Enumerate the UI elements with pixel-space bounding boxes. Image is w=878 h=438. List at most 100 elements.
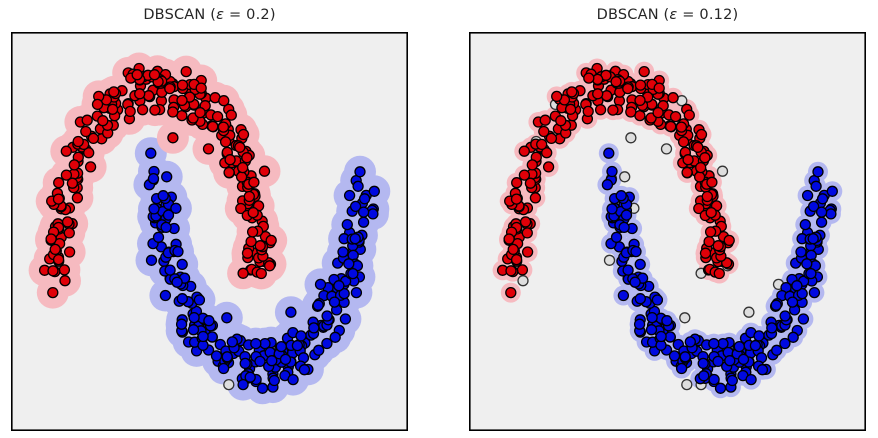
blue-cluster-point (171, 276, 183, 288)
red-cluster-point (551, 90, 563, 103)
blue-cluster-point (259, 337, 271, 350)
blue-cluster-point (770, 299, 782, 311)
blue-cluster-point (646, 311, 658, 324)
blue-cluster-point (176, 293, 188, 305)
blue-cluster-point (357, 206, 370, 218)
blue-cluster-point (354, 166, 366, 178)
red-cluster-point (263, 260, 276, 272)
red-cluster-point (237, 267, 249, 279)
blue-cluster-point (368, 185, 380, 197)
red-cluster-point (254, 240, 266, 252)
red-cluster-point (219, 136, 232, 148)
blue-cluster-point (684, 336, 696, 348)
red-cluster-point (52, 193, 65, 205)
blue-cluster-point (810, 180, 822, 192)
red-cluster-point (248, 176, 260, 188)
panel-eps-0.2: DBSCAN (ε = 0.2) (11, 0, 408, 431)
red-cluster-point (518, 169, 531, 181)
red-cluster-point (701, 190, 713, 203)
red-cluster-point (58, 264, 71, 276)
red-cluster-point (510, 193, 523, 205)
red-cluster-point (638, 65, 650, 78)
blue-cluster-point (645, 324, 658, 336)
red-cluster-point (97, 115, 109, 127)
red-cluster-point (124, 105, 136, 118)
blue-cluster-point (606, 165, 618, 178)
red-cluster-point (536, 138, 548, 151)
blue-cluster-point (606, 203, 618, 215)
red-cluster-point (45, 233, 57, 245)
blue-cluster-point (733, 340, 745, 353)
red-cluster-point (60, 169, 73, 181)
blue-cluster-point (786, 296, 799, 308)
red-cluster-point (610, 76, 622, 88)
noise-point (681, 378, 693, 391)
blue-cluster-point (807, 200, 820, 213)
blue-cluster-point (308, 322, 320, 334)
blue-cluster-point (801, 258, 813, 270)
blue-cluster-point (661, 315, 673, 327)
plot-title-left: DBSCAN (ε = 0.2) (11, 0, 408, 30)
red-cluster-point (538, 125, 550, 138)
red-cluster-point (693, 202, 705, 215)
red-cluster-point (693, 171, 706, 183)
red-cluster-point (607, 104, 619, 116)
blue-cluster-point (145, 147, 157, 159)
blue-cluster-point (275, 340, 287, 353)
red-cluster-point (566, 86, 578, 98)
red-cluster-point (682, 154, 694, 166)
red-cluster-point (247, 206, 259, 219)
data-point-layer (496, 62, 838, 394)
red-cluster-point (555, 115, 567, 127)
title-text-suffix: = 0.12) (677, 7, 739, 23)
red-cluster-point (211, 110, 224, 123)
red-cluster-point (634, 94, 646, 107)
red-cluster-point (87, 132, 100, 145)
blue-cluster-point (812, 166, 824, 178)
red-cluster-point (149, 104, 161, 116)
red-cluster-point (225, 109, 237, 121)
blue-cluster-point (279, 353, 292, 366)
red-cluster-point (61, 216, 74, 228)
red-cluster-point (683, 109, 695, 121)
blue-cluster-point (799, 218, 811, 231)
blue-cluster-point (698, 370, 710, 382)
blue-cluster-point (170, 202, 182, 214)
blue-cluster-point (633, 318, 646, 330)
blue-cluster-point (816, 193, 829, 205)
blue-cluster-point (808, 286, 821, 299)
blue-cluster-point (339, 313, 352, 325)
red-cluster-point (52, 253, 65, 266)
red-cluster-point (49, 243, 61, 256)
red-cluster-point (243, 190, 255, 203)
blue-cluster-point (160, 221, 172, 234)
blue-cluster-point (268, 374, 280, 387)
blue-cluster-point (697, 357, 709, 370)
blue-cluster-point (313, 344, 325, 356)
red-cluster-point (207, 120, 219, 133)
blue-cluster-point (221, 312, 233, 324)
red-cluster-point (541, 147, 553, 159)
blue-cluster-point (321, 337, 333, 350)
blue-cluster-point (147, 172, 160, 185)
red-cluster-point (539, 114, 551, 126)
blue-cluster-point (779, 337, 791, 350)
red-cluster-point (202, 143, 215, 155)
red-cluster-point (134, 88, 146, 100)
blue-cluster-point (651, 294, 664, 306)
red-cluster-point (176, 94, 188, 107)
blue-cluster-point (164, 264, 176, 276)
red-cluster-point (594, 104, 607, 116)
blue-cluster-point (807, 233, 819, 245)
blue-cluster-point (157, 190, 169, 202)
blue-cluster-point (603, 147, 615, 159)
blue-cluster-point (145, 254, 158, 266)
red-cluster-point (237, 161, 249, 174)
red-cluster-point (692, 141, 704, 153)
blue-cluster-point (675, 362, 688, 375)
title-text-suffix: = 0.2) (224, 7, 276, 23)
red-cluster-point (167, 132, 179, 144)
blue-cluster-point (343, 189, 356, 202)
blue-cluster-point (239, 357, 251, 370)
red-cluster-point (695, 128, 708, 141)
